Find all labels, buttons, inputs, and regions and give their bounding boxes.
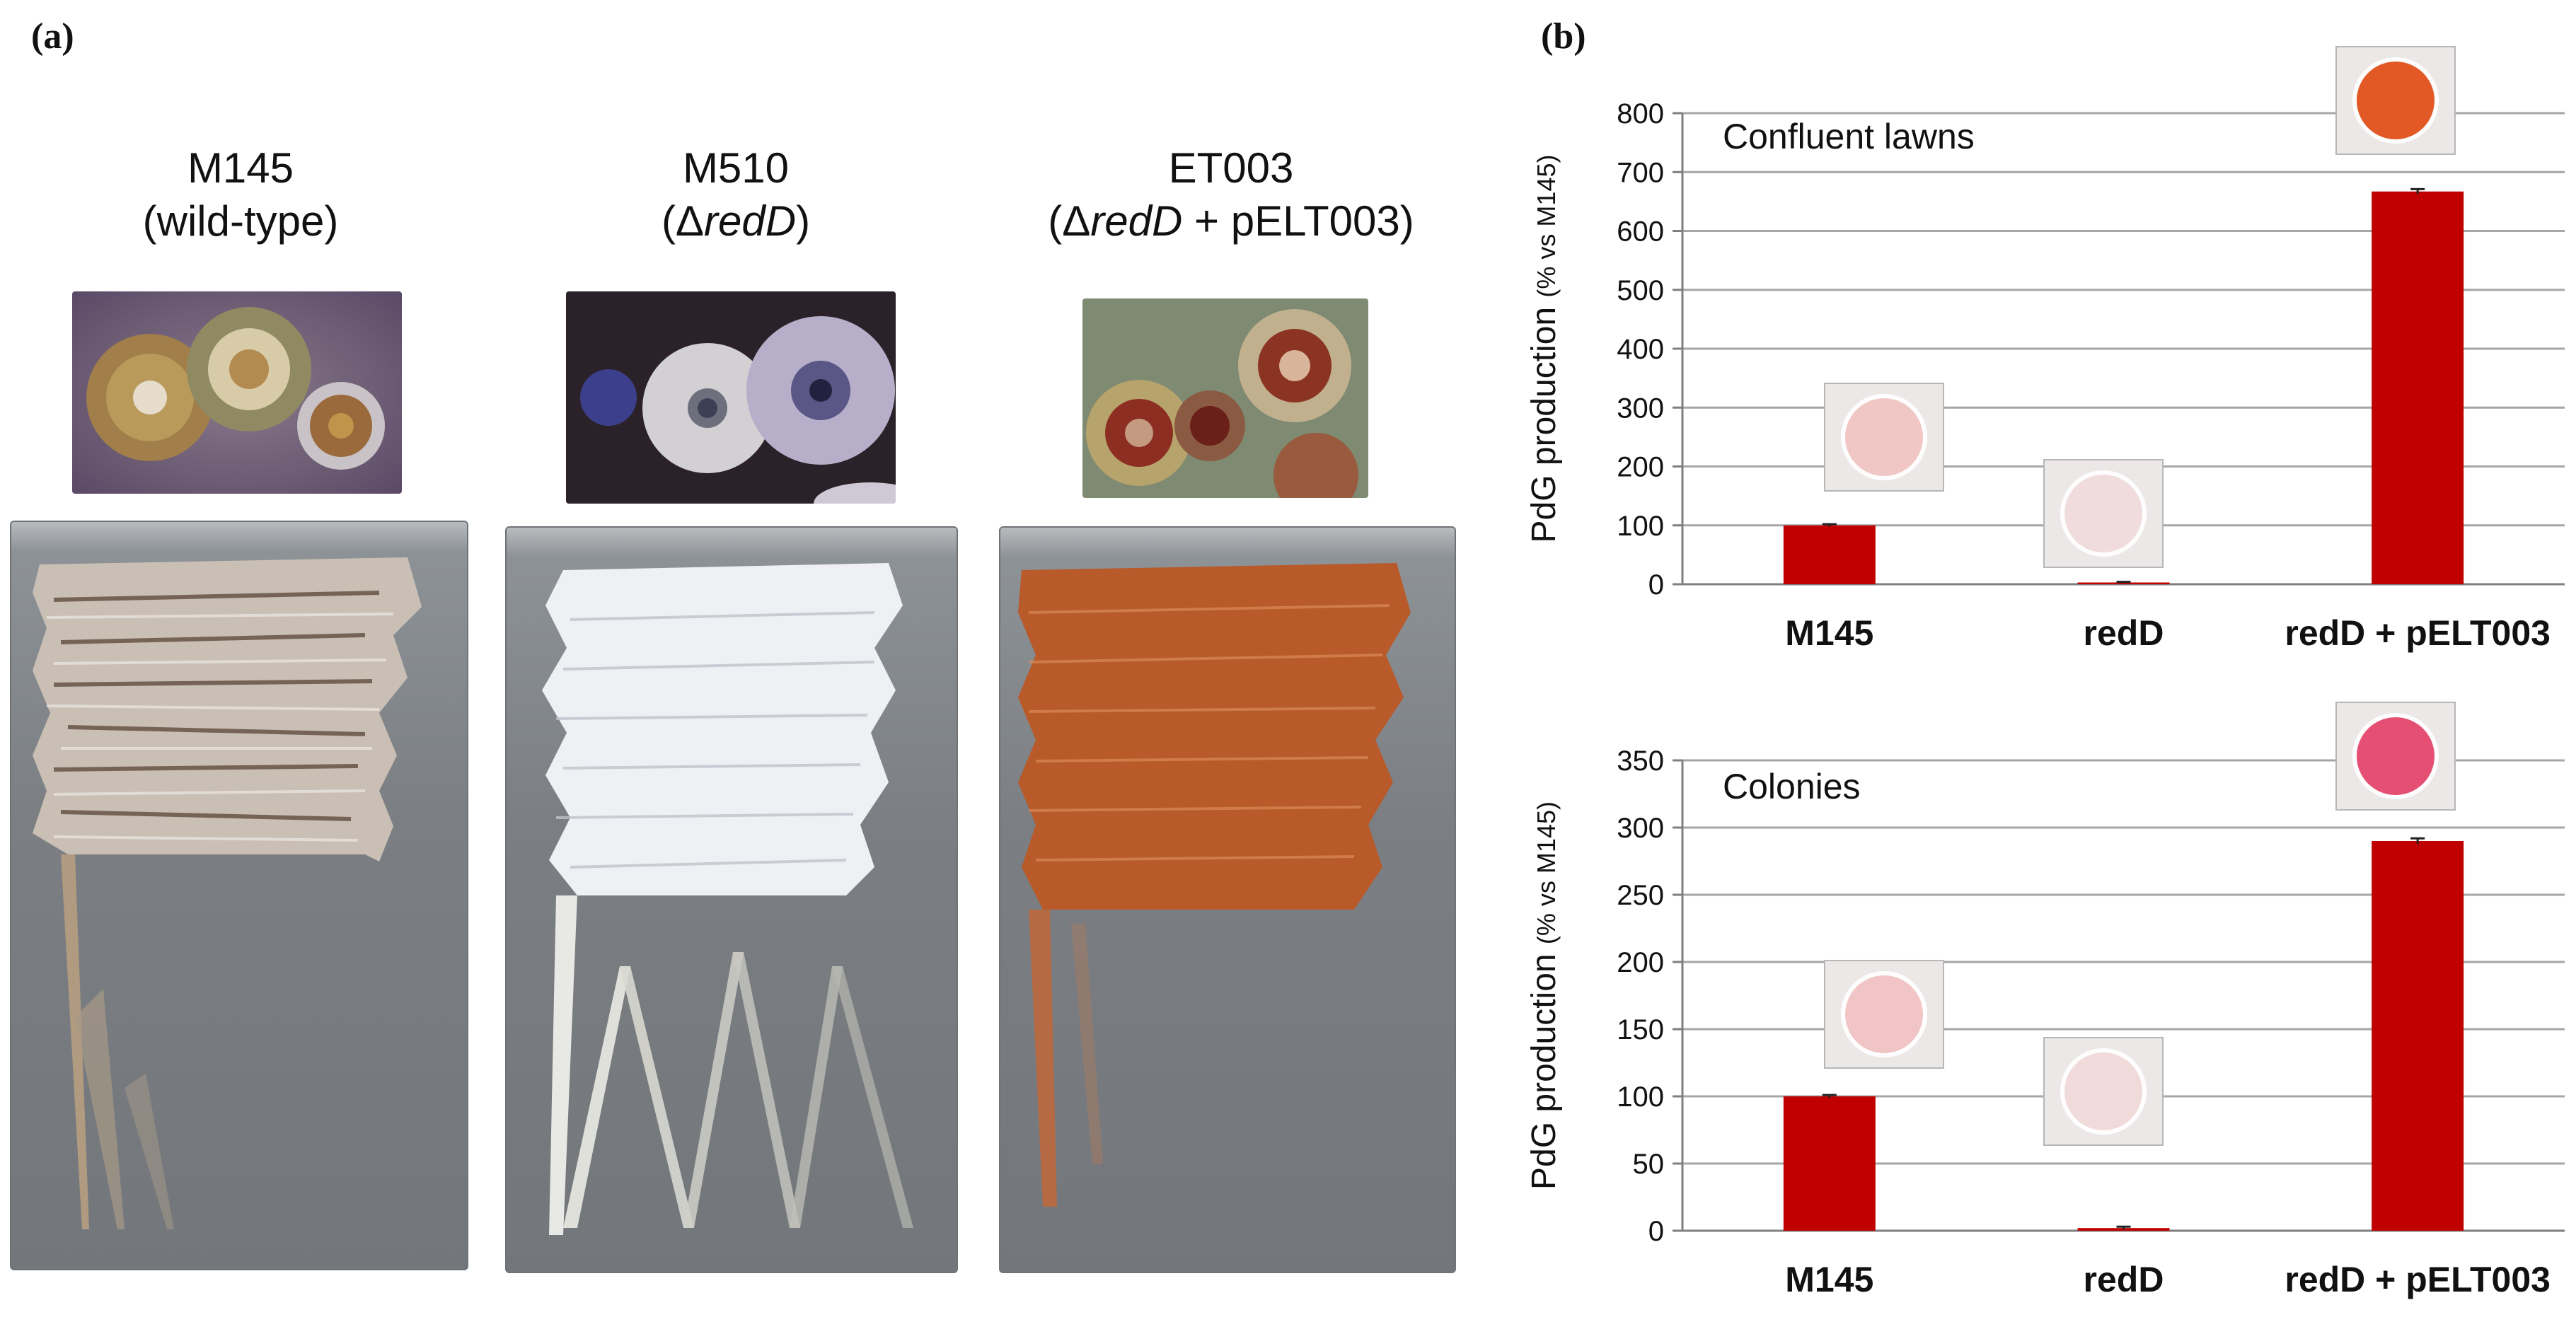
well-image xyxy=(2352,57,2439,144)
bar xyxy=(1783,1096,1876,1231)
colony-photo-m145 xyxy=(72,291,402,494)
plate-rim xyxy=(507,528,957,557)
strain-title-m145: M145 (wild-type) xyxy=(14,141,467,248)
y-tick-label: 300 xyxy=(1617,813,1664,844)
y-tick-label: 350 xyxy=(1617,746,1664,777)
x-category-label: M145 xyxy=(1785,1260,1873,1299)
y-tick-label: 300 xyxy=(1617,393,1664,424)
strain-desc: (ΔredD) xyxy=(661,197,811,245)
x-category-label: redD + pELT003 xyxy=(2285,1260,2551,1299)
bar xyxy=(1783,525,1876,584)
bar xyxy=(2372,841,2464,1231)
y-tick-label: 100 xyxy=(1617,1081,1664,1113)
plate-rim xyxy=(11,522,467,552)
plate-rim xyxy=(1000,528,1455,557)
strain-desc: (ΔredD + pELT003) xyxy=(1048,197,1414,245)
strain-desc: (wild-type) xyxy=(142,197,339,245)
y-tick-label: 400 xyxy=(1617,334,1664,365)
x-category-label: redD + pELT003 xyxy=(2285,613,2551,653)
well-image xyxy=(2060,1048,2147,1135)
strain-title-m510: M510 (ΔredD) xyxy=(509,141,962,248)
strain-name: ET003 xyxy=(1168,144,1294,192)
streak-plate-m510 xyxy=(505,526,958,1273)
strain-name: M510 xyxy=(682,144,790,192)
strain-name: M145 xyxy=(187,144,294,192)
colony-photo-m510 xyxy=(566,291,896,504)
chart-title: Colonies xyxy=(1723,767,1861,806)
colony-photo-et003 xyxy=(1082,298,1368,498)
y-tick-label: 200 xyxy=(1617,947,1664,978)
y-tick-label: 600 xyxy=(1617,216,1664,248)
y-tick-label: 700 xyxy=(1617,157,1664,188)
streak-plate-m145 xyxy=(10,521,468,1270)
streak-plate-et003 xyxy=(999,526,1456,1273)
x-category-label: redD xyxy=(2084,1260,2164,1299)
x-category-label: redD xyxy=(2084,613,2164,653)
lawn-m510 xyxy=(542,563,913,1235)
y-tick-label: 250 xyxy=(1617,880,1664,911)
y-axis-label: PdG production (% vs M145) xyxy=(1525,155,1563,543)
bar xyxy=(2372,191,2464,584)
panel-label-a: (a) xyxy=(31,16,74,57)
y-axis-label: PdG production (% vs M145) xyxy=(1525,801,1563,1190)
chart-title: Confluent lawns xyxy=(1723,117,1975,156)
bar-chart-confluent-lawns: 0 100 200 300 400 500 600 700 800 PdG production … xyxy=(1525,46,2565,653)
well-image xyxy=(2060,470,2147,557)
lawn-m145 xyxy=(33,557,422,1229)
bar-chart-colonies: 0 50 100 150 200 250 300 350 PdG production (% v… xyxy=(1525,702,2565,1299)
well-image xyxy=(1841,971,1927,1057)
lawn-et003 xyxy=(1018,563,1411,1207)
y-tick-label: 500 xyxy=(1617,275,1664,306)
y-tick-label: 0 xyxy=(1648,569,1664,601)
y-tick-label: 200 xyxy=(1617,452,1664,483)
y-tick-label: 0 xyxy=(1648,1216,1664,1247)
y-tick-label: 50 xyxy=(1633,1149,1665,1180)
x-category-label: M145 xyxy=(1785,613,1873,653)
panel-label-b: (b) xyxy=(1541,16,1586,57)
well-image xyxy=(1841,394,1927,480)
y-tick-label: 100 xyxy=(1617,511,1664,542)
strain-title-et003: ET003 (ΔredD + pELT003) xyxy=(976,141,1486,248)
bar xyxy=(2077,582,2170,584)
y-tick-label: 800 xyxy=(1617,98,1664,129)
well-image xyxy=(2352,713,2439,799)
y-tick-label: 150 xyxy=(1617,1014,1664,1045)
